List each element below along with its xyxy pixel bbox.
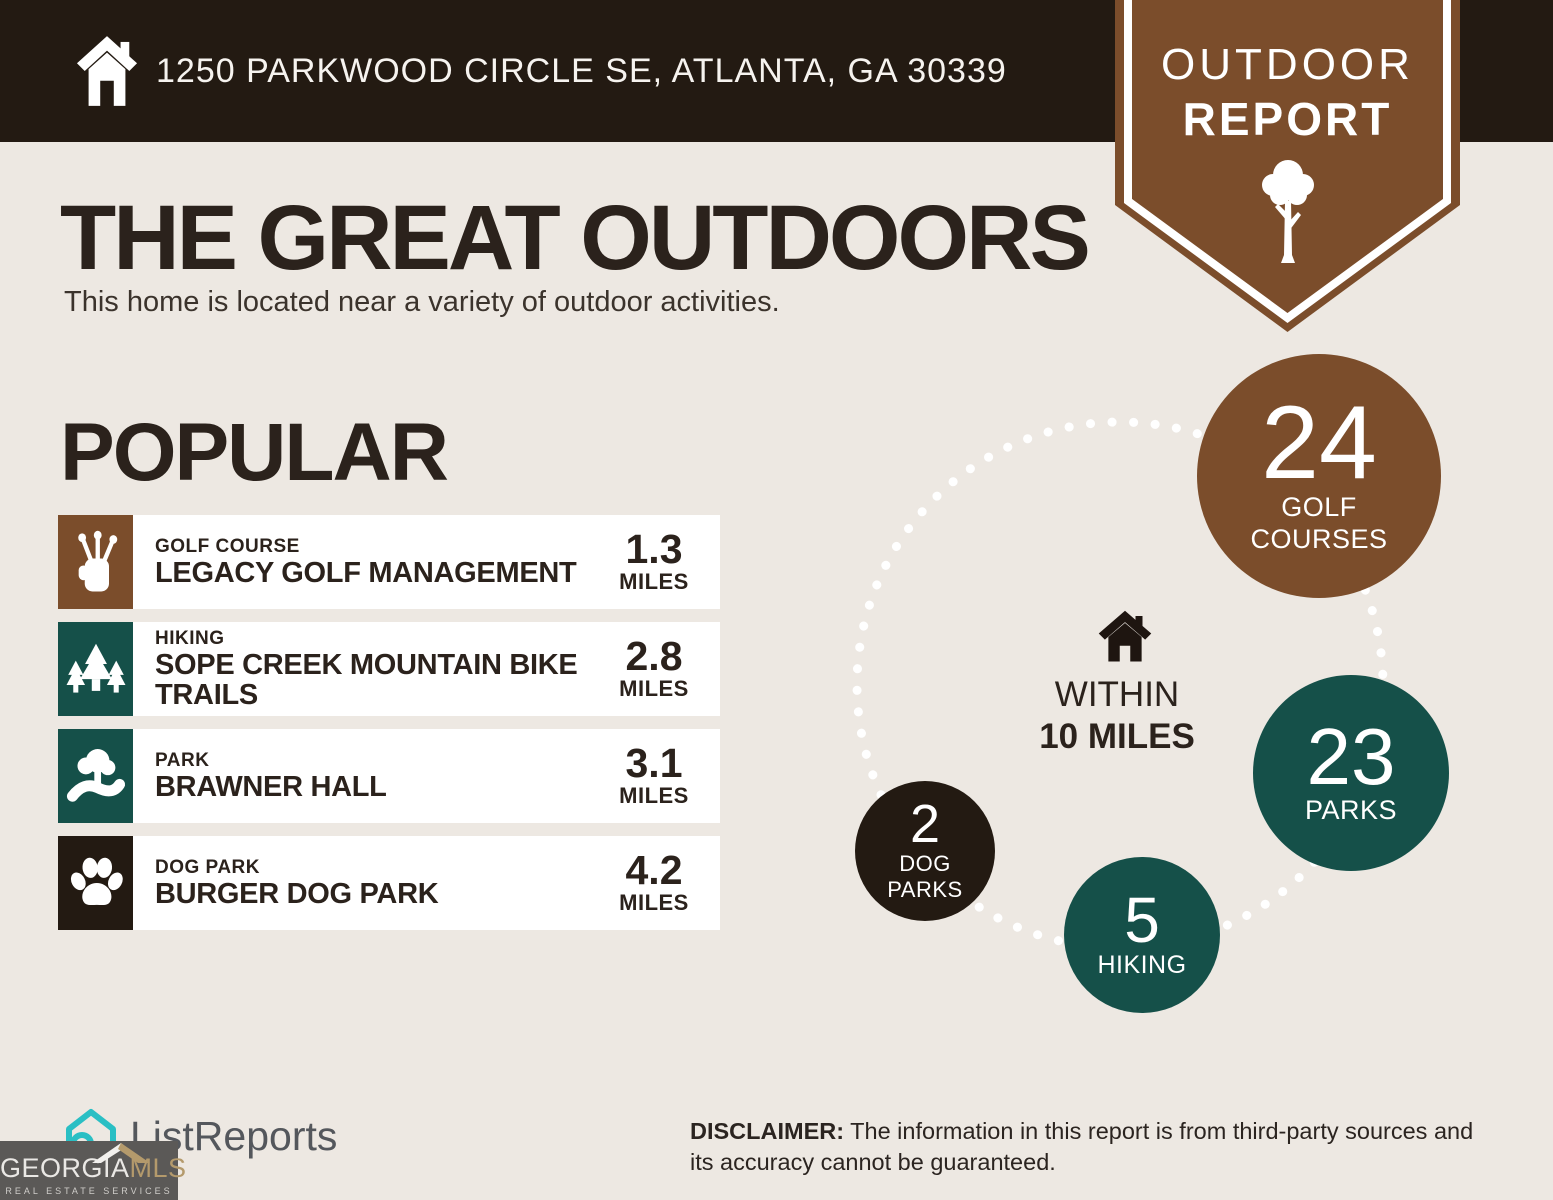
tree-icon [1257, 155, 1319, 272]
item-distance: 3.1 [625, 740, 683, 787]
golf-bag-icon [58, 515, 133, 609]
bubble-value: 23 [1306, 712, 1396, 802]
item-distance: 4.2 [625, 847, 683, 894]
home-icon [76, 34, 138, 113]
item-category: DOG PARK [155, 856, 260, 878]
badge-title-line2: REPORT [1182, 93, 1393, 145]
mls-name-part1: GEORGIA [0, 1153, 130, 1183]
bubble-value: 5 [1124, 883, 1160, 956]
paw-print-icon [58, 836, 133, 930]
bubble-label: DOG [899, 850, 951, 876]
property-address: 1250 PARKWOOD CIRCLE SE, ATLANTA, GA 303… [156, 51, 1007, 90]
home-icon [1097, 610, 1153, 669]
item-category: GOLF COURSE [155, 535, 300, 557]
bubble-dog-parks: 2 DOG PARKS [855, 781, 995, 921]
bubble-label: PARKS [1304, 795, 1398, 826]
badge-title-line1: OUTDOOR [1161, 40, 1414, 89]
mls-roof-icon [92, 1143, 150, 1168]
radius-center-label: WITHIN 10 MILES [1017, 675, 1217, 757]
bubble-label: HIKING [1097, 950, 1187, 979]
park-path-icon [58, 729, 133, 823]
list-item-dog-park: DOG PARK BURGER DOG PARK 4.2 MILES [58, 836, 720, 930]
disclaimer-text: DISCLAIMER: The information in this repo… [690, 1118, 1474, 1175]
outdoor-report-badge: OUTDOOR REPORT [1115, 0, 1460, 334]
bubble-label: PARKS [887, 876, 963, 902]
item-name: SOPE CREEK MOUNTAIN BIKE TRAILS [155, 648, 578, 711]
disclaimer-label: DISCLAIMER: [690, 1118, 845, 1144]
bubble-value: 24 [1261, 385, 1377, 502]
item-distance: 1.3 [625, 526, 683, 573]
bubble-golf-courses: 24 GOLF COURSES [1197, 354, 1441, 598]
item-name: BURGER DOG PARK [155, 877, 439, 910]
within-label: WITHIN [1054, 675, 1180, 714]
popular-list: GOLF COURSE LEGACY GOLF MANAGEMENT 1.3 M… [58, 515, 720, 943]
item-distance-unit: MILES [619, 569, 689, 595]
list-item-park: PARK BRAWNER HALL 3.1 MILES [58, 729, 720, 823]
page-title: THE GREAT OUTDOORS [60, 187, 1091, 289]
item-distance-unit: MILES [619, 890, 689, 916]
item-distance-unit: MILES [619, 783, 689, 809]
bubble-parks: 23 PARKS [1253, 675, 1449, 871]
georgia-mls-logo: GEORGIAMLS REAL ESTATE SERVICES [0, 1141, 186, 1200]
bubble-label: GOLF [1281, 491, 1357, 522]
item-category: HIKING [155, 627, 225, 649]
item-distance-unit: MILES [619, 676, 689, 702]
miles-label: 10 MILES [1039, 717, 1195, 756]
pine-trees-icon [58, 622, 133, 716]
item-name: LEGACY GOLF MANAGEMENT [155, 556, 577, 589]
popular-section-title: POPULAR [60, 407, 449, 498]
page-subtitle: This home is located near a variety of o… [64, 286, 780, 318]
list-item-hiking: HIKING SOPE CREEK MOUNTAIN BIKE TRAILS 2… [58, 622, 720, 716]
bubble-label: COURSES [1250, 523, 1388, 554]
item-name: BRAWNER HALL [155, 770, 387, 803]
item-category: PARK [155, 749, 210, 771]
bubble-value: 2 [909, 794, 941, 855]
mls-tagline: REAL ESTATE SERVICES [5, 1186, 173, 1196]
list-item-golf-course: GOLF COURSE LEGACY GOLF MANAGEMENT 1.3 M… [58, 515, 720, 609]
bubble-hiking: 5 HIKING [1064, 857, 1220, 1013]
item-distance: 2.8 [625, 633, 683, 680]
